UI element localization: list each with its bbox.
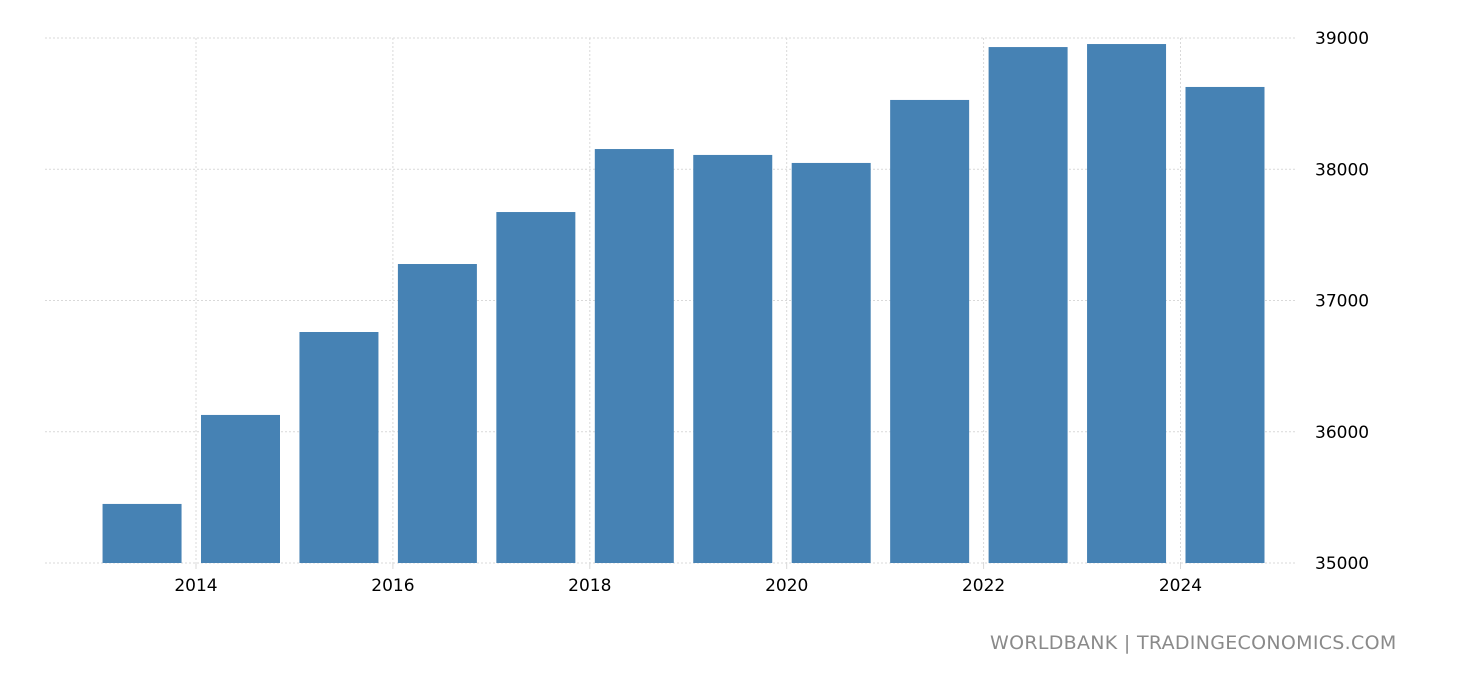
source-label: WORLDBANK | TRADINGECONOMICS.COM — [990, 632, 1397, 654]
y-tick-label: 35000 — [1315, 554, 1369, 574]
bar-2024 — [1185, 86, 1265, 564]
x-tick-label: 2022 — [962, 576, 1005, 596]
bar-2020 — [791, 162, 871, 563]
y-tick-label: 36000 — [1315, 423, 1369, 443]
x-tick-label: 2014 — [174, 576, 217, 596]
bar-2023 — [1087, 44, 1167, 564]
y-tick-label: 37000 — [1315, 292, 1369, 312]
bar-2021 — [890, 99, 970, 563]
bar-2015 — [299, 332, 379, 563]
bar-2022 — [988, 47, 1068, 563]
bar-2016 — [397, 264, 477, 563]
bar-2014 — [201, 414, 280, 563]
y-tick-label: 38000 — [1315, 160, 1369, 180]
bar-2019 — [693, 154, 773, 563]
x-tick-label: 2018 — [568, 576, 611, 596]
bar-2017 — [496, 212, 576, 563]
x-tick-label: 2020 — [765, 576, 808, 596]
x-tick-label: 2024 — [1159, 576, 1202, 596]
y-tick-label: 39000 — [1315, 29, 1369, 49]
bar-2018 — [594, 149, 674, 563]
bar-2013 — [102, 503, 182, 563]
x-tick-label: 2016 — [371, 576, 414, 596]
